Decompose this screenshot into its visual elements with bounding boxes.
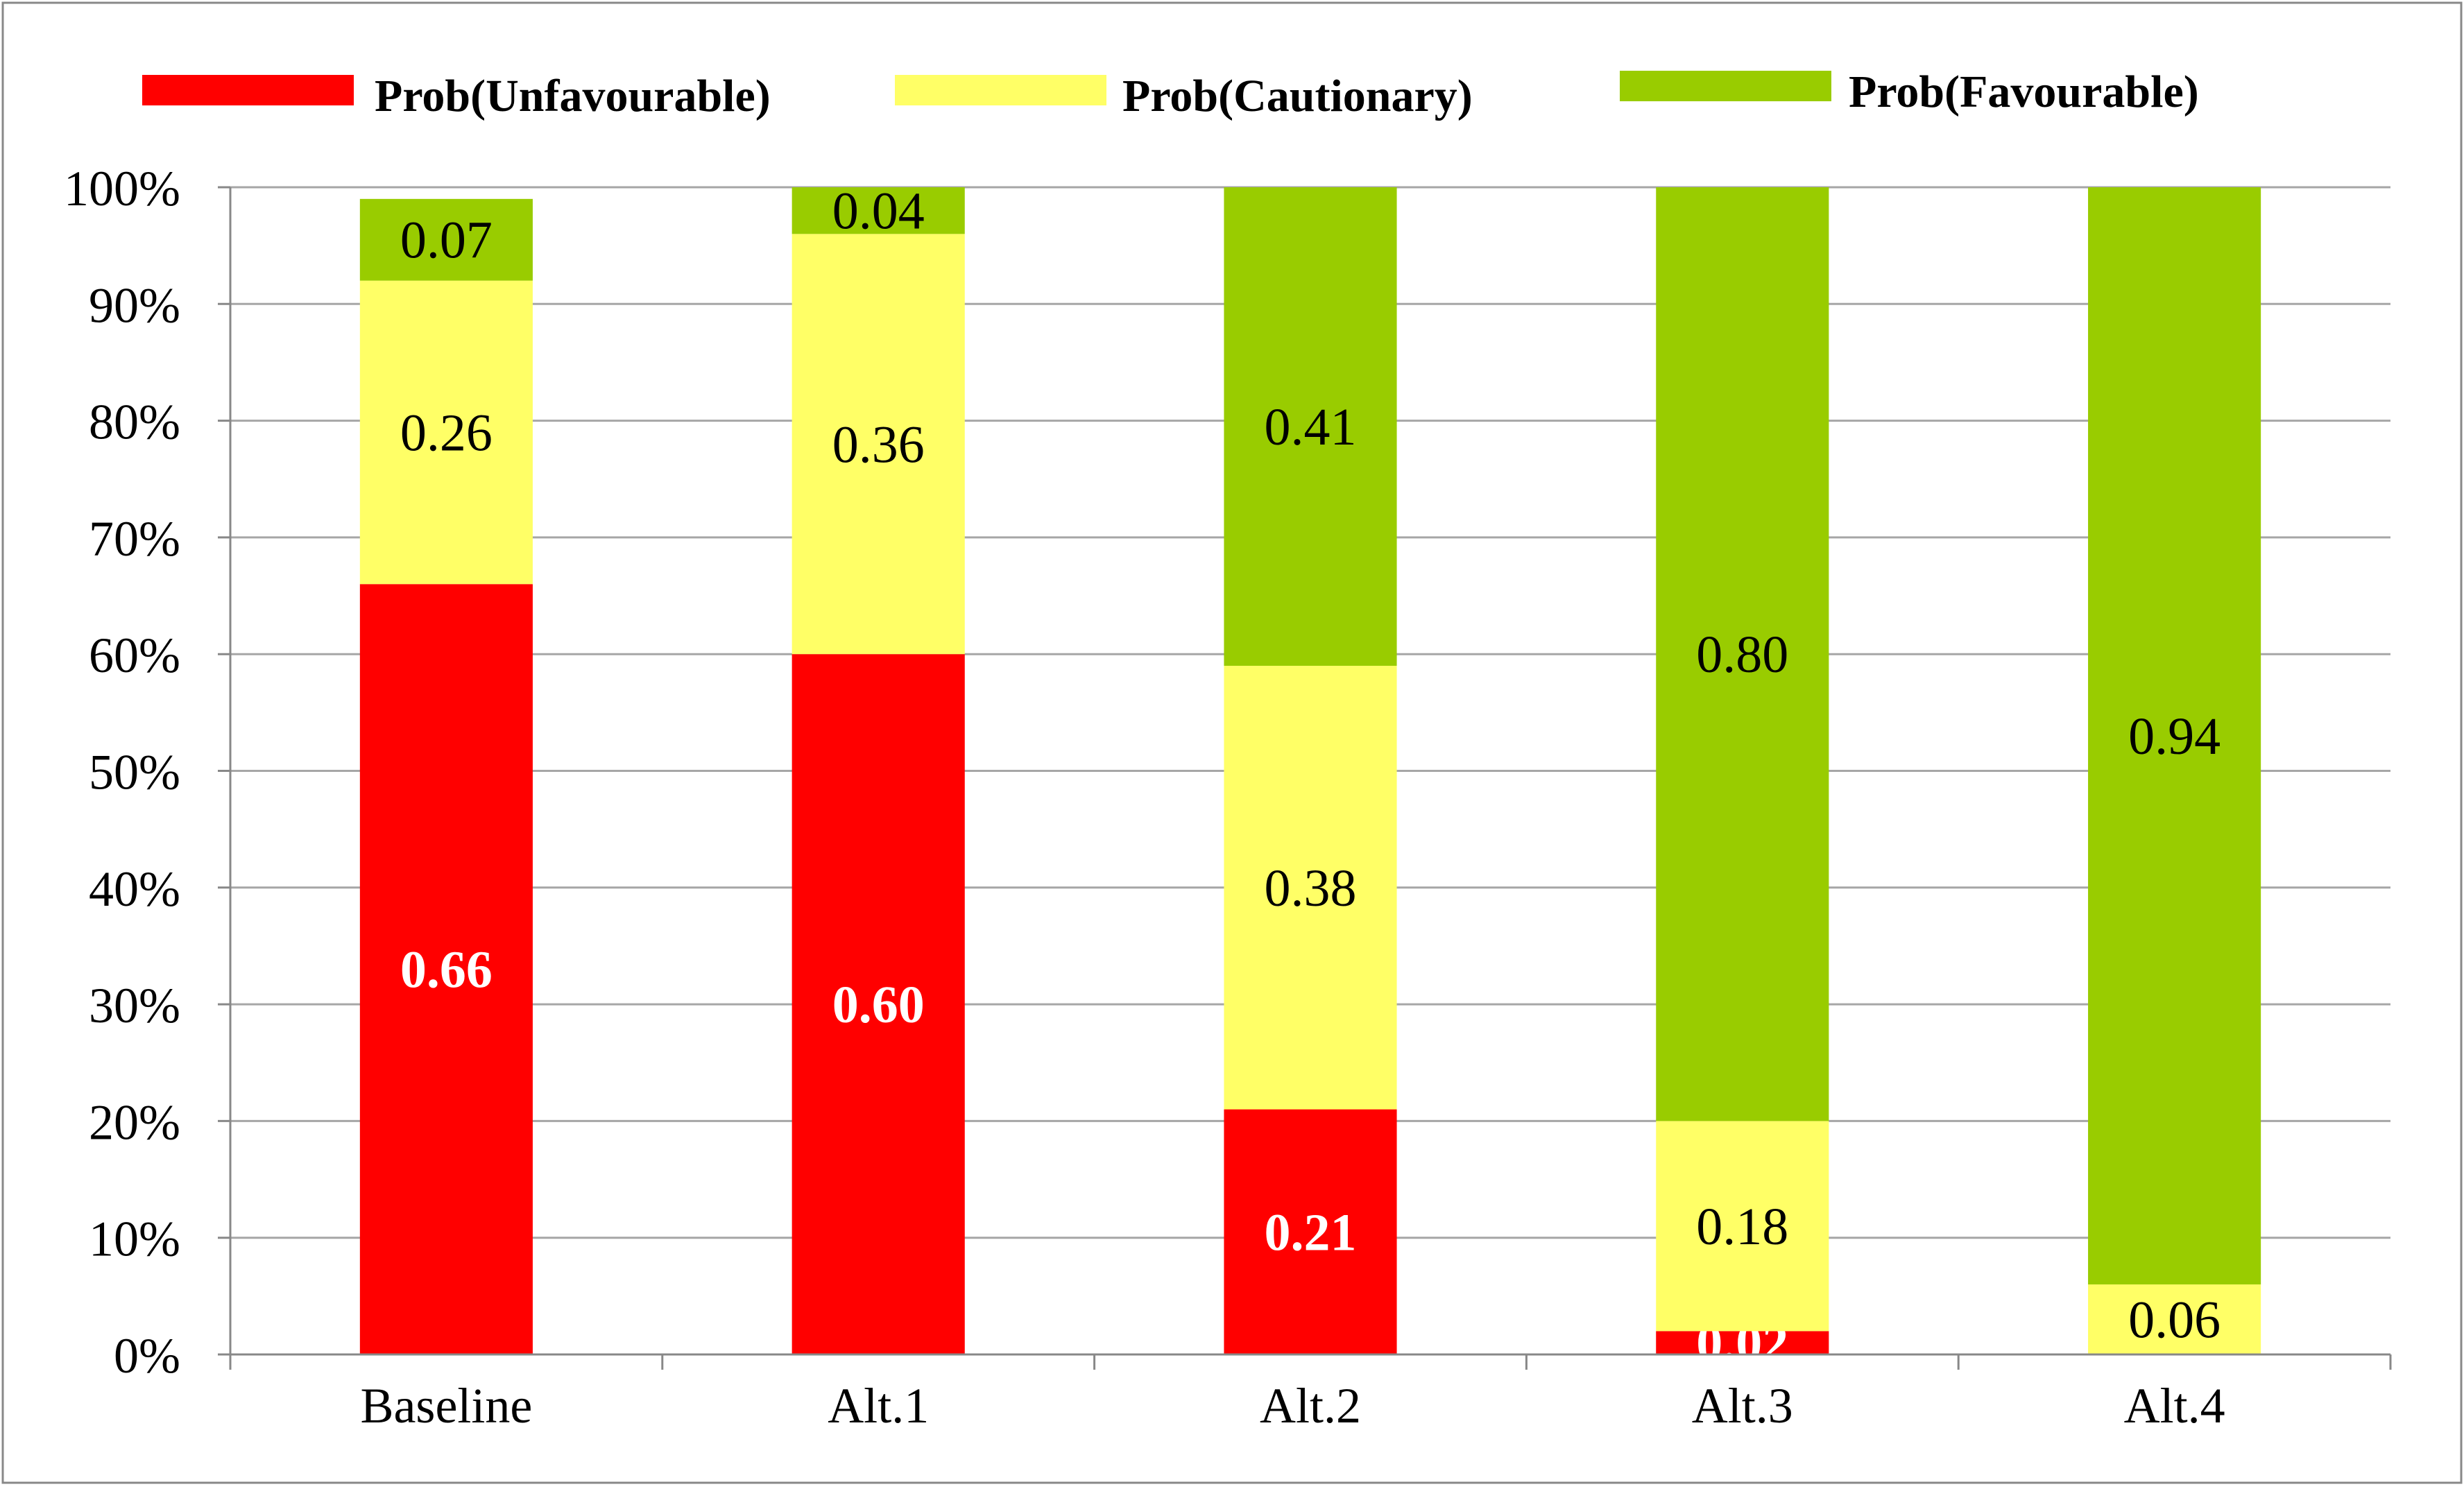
- bar-segment: [2088, 1284, 2261, 1354]
- data-label: 0.06: [2128, 1291, 2221, 1350]
- y-tick-label: 70%: [89, 511, 180, 567]
- data-label: 0.60: [832, 976, 925, 1034]
- data-label: 0.18: [1696, 1198, 1788, 1256]
- data-label: 0.04: [832, 182, 925, 241]
- data-label: 0.41: [1265, 398, 1357, 456]
- data-label: 0.36: [832, 415, 925, 474]
- data-label: 0.21: [1265, 1203, 1357, 1262]
- legend-label: Prob(Favourable): [1849, 67, 2199, 117]
- legend-label: Prob(Cautionary): [1122, 71, 1473, 121]
- legend-swatch: [895, 75, 1106, 105]
- data-label: 0.26: [400, 404, 493, 462]
- bar-segment: [1224, 1109, 1397, 1354]
- x-tick-label: Alt.1: [828, 1378, 929, 1434]
- bar-segment: [359, 198, 533, 281]
- y-tick-label: 90%: [89, 277, 180, 333]
- y-tick-label: 40%: [89, 861, 180, 917]
- legend: Prob(Unfavourable) Prob(Cautionary) Prob(F…: [142, 67, 2199, 121]
- data-label: 0.80: [1696, 626, 1788, 684]
- y-tick-label: 60%: [89, 628, 180, 683]
- x-tick-label: Alt.4: [2124, 1378, 2225, 1434]
- bar-segment: [792, 654, 965, 1354]
- y-tick-label: 50%: [89, 745, 180, 800]
- bar-segment: [792, 234, 965, 655]
- bar-segment: [1224, 187, 1397, 666]
- bar-segment: [792, 187, 965, 234]
- bars: 0.660.260.070.600.360.040.210.380.410.02…: [359, 182, 2261, 1372]
- legend-label: Prob(Unfavourable): [375, 71, 771, 121]
- x-tick-label: Alt.3: [1692, 1378, 1793, 1434]
- data-label: 0.38: [1265, 859, 1357, 918]
- bar-segment: [1656, 1121, 1829, 1332]
- y-tick-label: 10%: [89, 1212, 180, 1267]
- y-tick-label: 20%: [89, 1094, 180, 1150]
- legend-swatch: [1620, 71, 1831, 101]
- data-label: 0.94: [2128, 707, 2221, 766]
- y-tick-label: 30%: [89, 978, 180, 1033]
- data-label: 0.66: [400, 941, 493, 999]
- y-tick-label: 0%: [114, 1328, 180, 1384]
- bar-segment: [1224, 666, 1397, 1110]
- y-tick-label: 80%: [89, 395, 180, 450]
- bar-segment: [359, 584, 533, 1354]
- x-tick-label: Baseline: [360, 1378, 532, 1434]
- bar-segment: [2088, 187, 2261, 1285]
- bar-segment: [1656, 187, 1829, 1121]
- y-tick-label: 100%: [64, 161, 180, 216]
- axes: 0% 10% 20% 30% 40% 50% 60% 70% 80% 90% 100% Baselin…: [64, 161, 2392, 1434]
- data-label: 0.07: [400, 212, 493, 270]
- legend-swatch: [142, 75, 354, 105]
- bar-segment: [1656, 1331, 1829, 1354]
- bar-segment: [359, 280, 533, 585]
- x-tick-label: Alt.2: [1260, 1378, 1361, 1434]
